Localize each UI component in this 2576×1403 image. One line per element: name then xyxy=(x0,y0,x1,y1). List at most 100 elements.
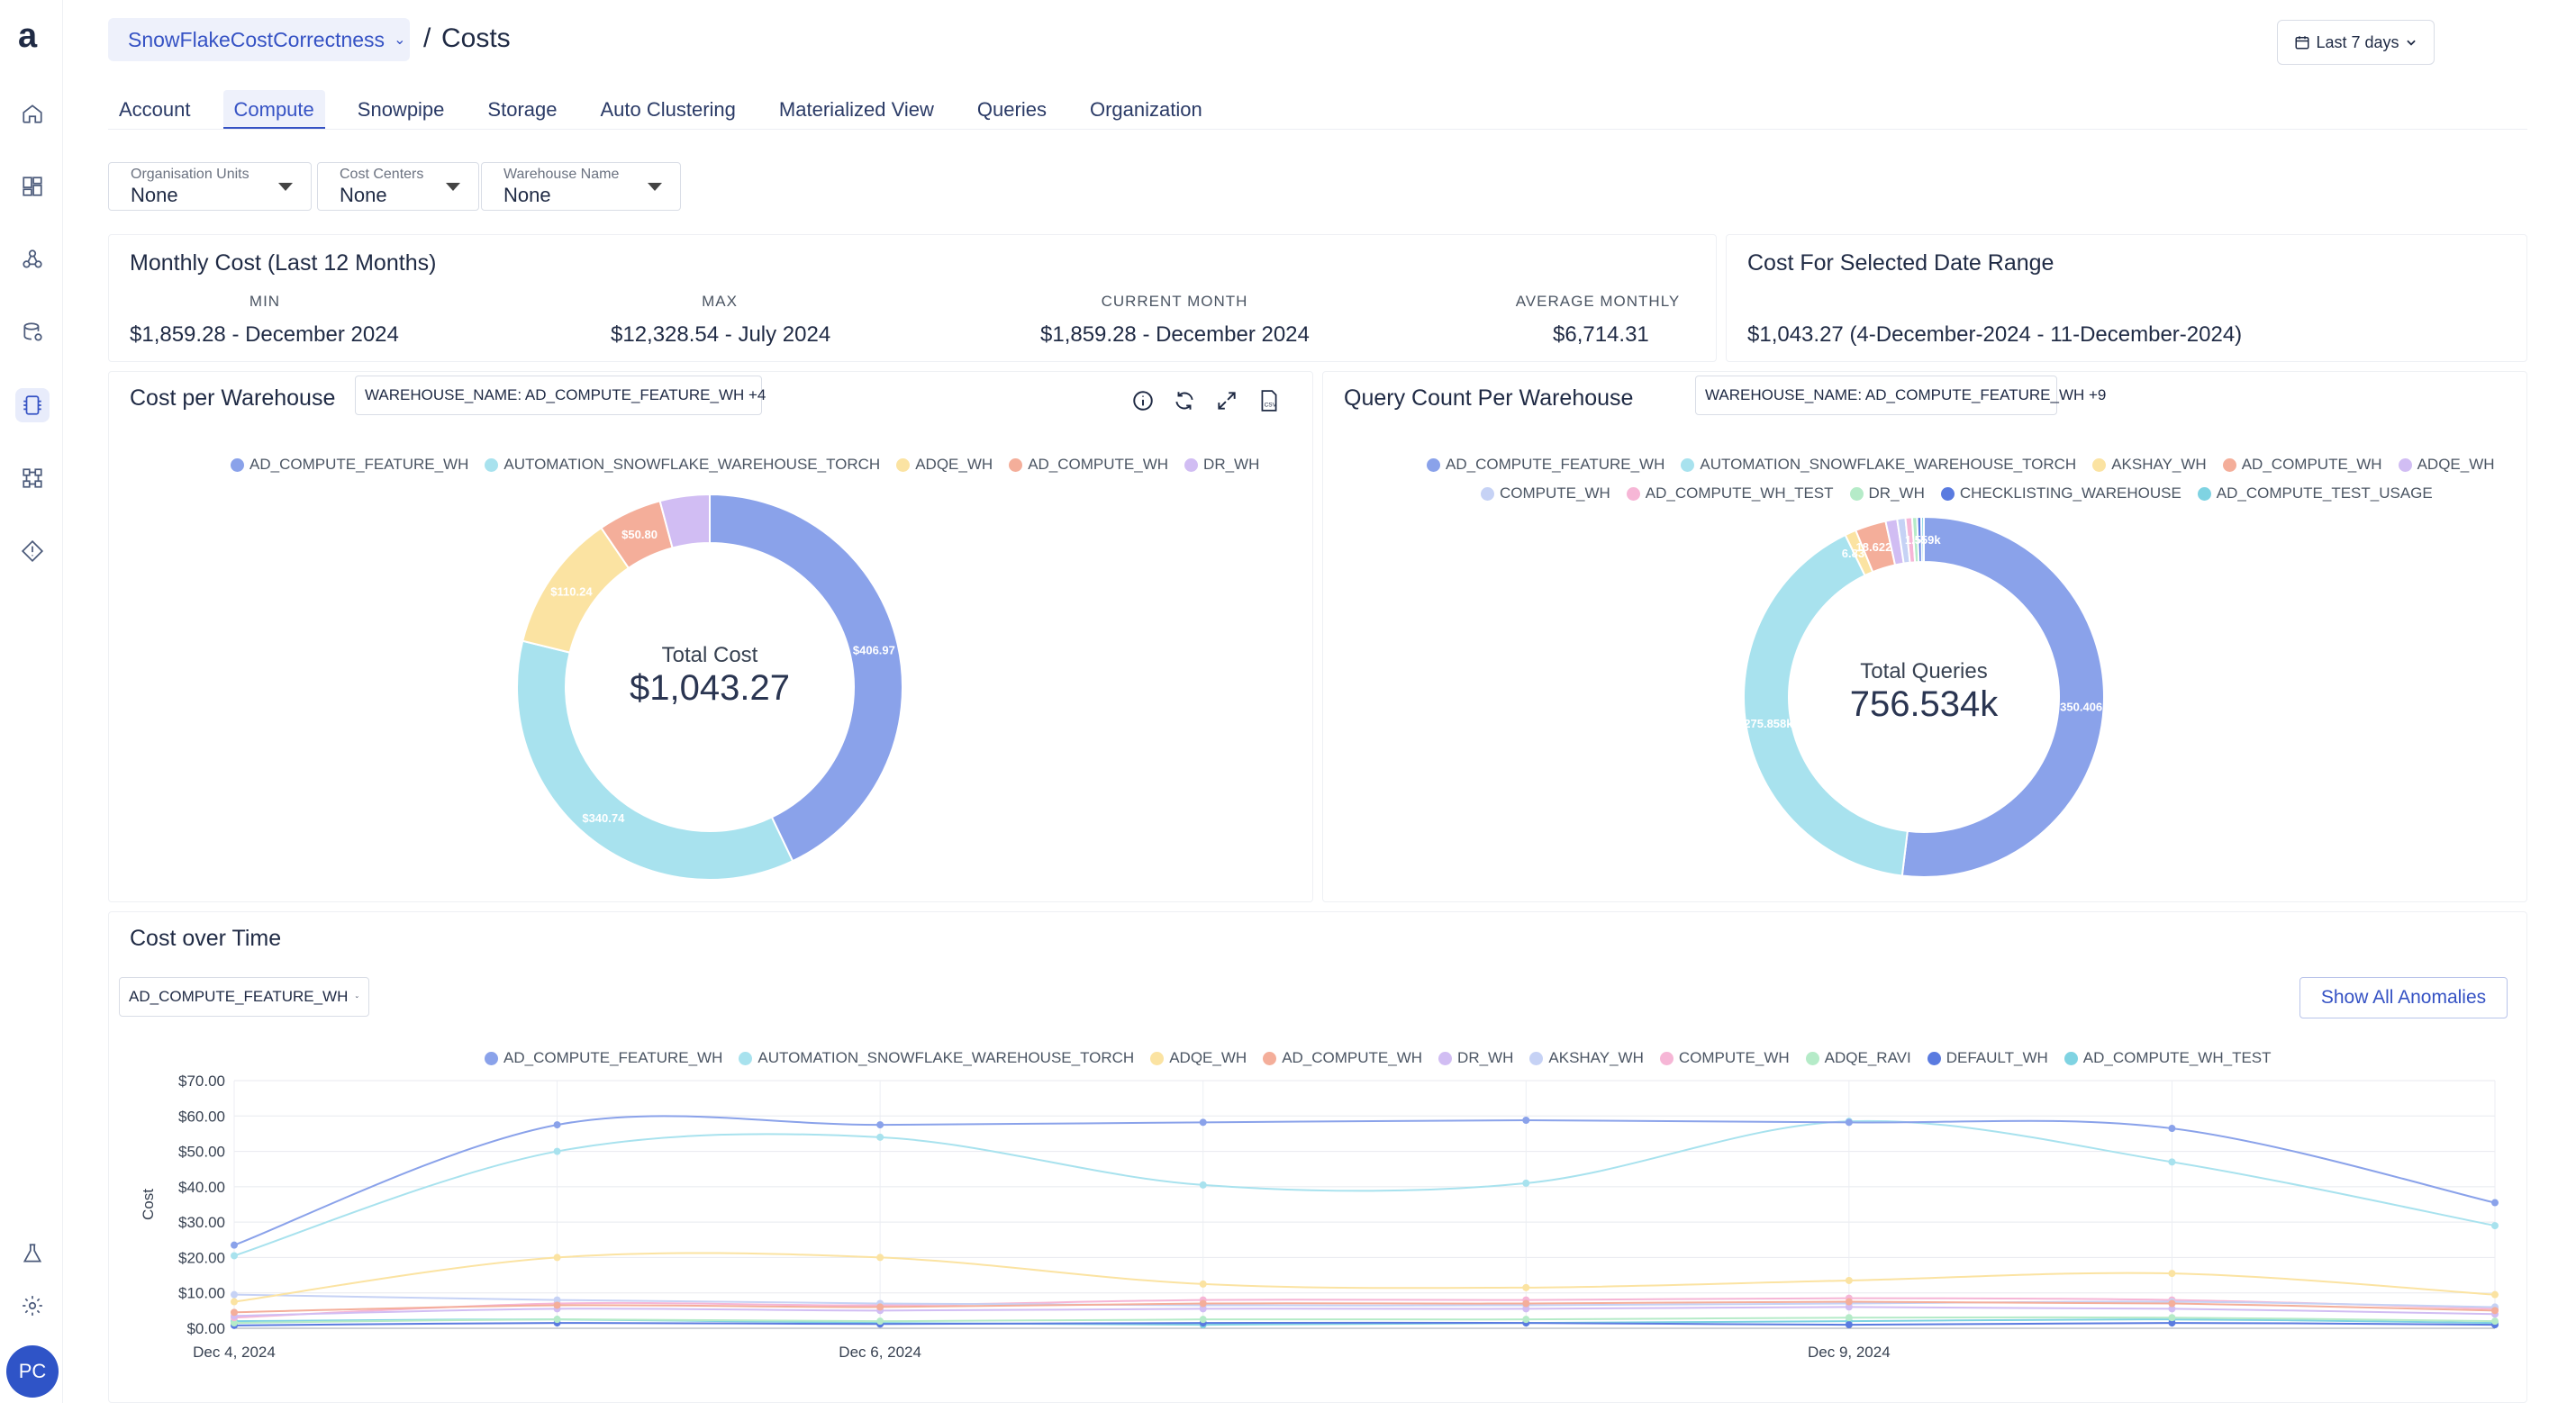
grid-nodes-icon[interactable] xyxy=(15,461,50,495)
data-point[interactable] xyxy=(1845,1321,1853,1329)
data-point[interactable] xyxy=(231,1298,238,1306)
legend-item[interactable]: COMPUTE_WH xyxy=(1659,1049,1790,1067)
settings-gear-icon[interactable] xyxy=(15,1289,50,1323)
series-line[interactable] xyxy=(233,1300,2496,1314)
legend-item[interactable]: AUTOMATION_SNOWFLAKE_WAREHOUSE_TORCH xyxy=(485,456,880,474)
warehouse-name-filter[interactable]: Warehouse Name None xyxy=(481,162,681,211)
legend-item[interactable]: ADQE_WH xyxy=(2398,456,2495,474)
data-point[interactable] xyxy=(1845,1276,1853,1284)
data-point[interactable] xyxy=(2491,1290,2499,1299)
data-point[interactable] xyxy=(2168,1158,2176,1166)
data-point[interactable] xyxy=(1199,1299,1207,1308)
data-point[interactable] xyxy=(2168,1305,2176,1313)
donut-slice[interactable] xyxy=(516,639,794,881)
data-point[interactable] xyxy=(1199,1118,1207,1127)
data-point[interactable] xyxy=(2168,1270,2176,1278)
data-point[interactable] xyxy=(553,1296,561,1304)
tab-auto-clustering[interactable]: Auto Clustering xyxy=(600,98,736,121)
legend-item[interactable]: ADQE_WH xyxy=(896,456,993,474)
data-point[interactable] xyxy=(1522,1299,1530,1308)
data-point[interactable] xyxy=(876,1303,884,1311)
query-warehouse-select[interactable]: WAREHOUSE_NAME: AD_COMPUTE_FEATURE_WH +9 xyxy=(1695,376,2106,415)
legend-item[interactable]: AD_COMPUTE_WH xyxy=(1009,456,1168,474)
series-line[interactable] xyxy=(233,1297,2496,1319)
data-point[interactable] xyxy=(2491,1199,2499,1207)
data-point[interactable] xyxy=(876,1133,884,1141)
legend-item[interactable]: AUTOMATION_SNOWFLAKE_WAREHOUSE_TORCH xyxy=(1681,456,2076,474)
tab-organization[interactable]: Organization xyxy=(1089,98,1202,121)
data-point[interactable] xyxy=(2491,1307,2499,1315)
csv-download-icon[interactable]: CSV xyxy=(1256,387,1283,414)
data-point[interactable] xyxy=(553,1301,561,1309)
data-point[interactable] xyxy=(1522,1316,1530,1324)
legend-item[interactable]: ADQE_RAVI xyxy=(1805,1049,1911,1067)
data-point[interactable] xyxy=(876,1121,884,1129)
cost-centers-filter[interactable]: Cost Centers None xyxy=(317,162,479,211)
donut-slice[interactable] xyxy=(1920,515,1925,564)
tab-compute[interactable]: Compute xyxy=(222,90,325,130)
data-point[interactable] xyxy=(1845,1118,1853,1127)
network-icon[interactable] xyxy=(15,242,50,276)
data-point[interactable] xyxy=(1199,1305,1207,1313)
series-line[interactable] xyxy=(233,1316,2496,1325)
data-point[interactable] xyxy=(1845,1314,1853,1322)
app-logo[interactable]: a xyxy=(18,17,38,55)
data-point[interactable] xyxy=(1522,1283,1530,1291)
database-settings-icon[interactable] xyxy=(15,315,50,349)
data-point[interactable] xyxy=(876,1254,884,1262)
data-point[interactable] xyxy=(231,1290,238,1299)
tab-account[interactable]: Account xyxy=(119,98,191,121)
data-point[interactable] xyxy=(2168,1319,2176,1327)
info-icon[interactable] xyxy=(1129,387,1156,414)
donut-slice[interactable] xyxy=(1743,533,1909,877)
data-point[interactable] xyxy=(876,1317,884,1326)
data-point[interactable] xyxy=(1522,1305,1530,1313)
data-point[interactable] xyxy=(553,1147,561,1155)
diamond-alert-icon[interactable] xyxy=(15,534,50,568)
legend-item[interactable]: ADQE_WH xyxy=(1150,1049,1247,1067)
data-point[interactable] xyxy=(1845,1303,1853,1311)
series-line[interactable] xyxy=(233,1115,2496,1246)
legend-item[interactable]: CHECKLISTING_WAREHOUSE xyxy=(1940,484,2181,502)
data-point[interactable] xyxy=(1522,1117,1530,1124)
legend-item[interactable]: DR_WH xyxy=(1438,1049,1513,1067)
data-point[interactable] xyxy=(1199,1181,1207,1189)
legend-item[interactable]: AKSHAY_WH xyxy=(2092,456,2207,474)
series-line[interactable] xyxy=(233,1119,2496,1257)
tab-snowpipe[interactable]: Snowpipe xyxy=(357,98,445,121)
legend-item[interactable]: AD_COMPUTE_WH xyxy=(2222,456,2382,474)
date-range-button[interactable]: Last 7 days xyxy=(2277,20,2435,65)
legend-item[interactable]: DEFAULT_WH xyxy=(1927,1049,2048,1067)
series-line[interactable] xyxy=(233,1306,2496,1317)
legend-item[interactable]: AD_COMPUTE_TEST_USAGE xyxy=(2197,484,2433,502)
legend-item[interactable]: AD_COMPUTE_WH_TEST xyxy=(2064,1049,2272,1067)
legend-item[interactable]: AD_COMPUTE_FEATURE_WH xyxy=(231,456,468,474)
donut-slice[interactable] xyxy=(658,493,711,549)
data-point[interactable] xyxy=(553,1254,561,1262)
legend-item[interactable]: AD_COMPUTE_WH_TEST xyxy=(1626,484,1834,502)
legend-item[interactable]: AD_COMPUTE_FEATURE_WH xyxy=(1427,456,1664,474)
legend-item[interactable]: AUTOMATION_SNOWFLAKE_WAREHOUSE_TORCH xyxy=(739,1049,1134,1067)
organisation-units-filter[interactable]: Organisation Units None xyxy=(108,162,312,211)
data-point[interactable] xyxy=(231,1308,238,1317)
account-selector[interactable]: SnowFlakeCostCorrectness ⌄ xyxy=(108,18,410,61)
cost-time-warehouse-select[interactable]: AD_COMPUTE_FEATURE_WH xyxy=(119,977,369,1017)
series-line[interactable] xyxy=(233,1293,2496,1308)
data-point[interactable] xyxy=(2168,1314,2176,1322)
lab-flask-icon[interactable] xyxy=(15,1236,50,1271)
data-point[interactable] xyxy=(553,1121,561,1129)
data-point[interactable] xyxy=(2168,1125,2176,1133)
data-point[interactable] xyxy=(1199,1280,1207,1288)
data-point[interactable] xyxy=(2491,1222,2499,1230)
cost-chip-icon[interactable] xyxy=(15,388,50,422)
data-point[interactable] xyxy=(1199,1316,1207,1324)
expand-icon[interactable] xyxy=(1213,387,1240,414)
refresh-icon[interactable] xyxy=(1171,387,1198,414)
dashboard-icon[interactable] xyxy=(15,169,50,204)
home-icon[interactable] xyxy=(15,96,50,131)
series-line[interactable] xyxy=(233,1252,2496,1303)
donut-slice[interactable] xyxy=(709,493,903,863)
tab-storage[interactable]: Storage xyxy=(487,98,558,121)
legend-item[interactable]: DR_WH xyxy=(1849,484,1925,502)
show-all-anomalies-button[interactable]: Show All Anomalies xyxy=(2299,977,2508,1018)
